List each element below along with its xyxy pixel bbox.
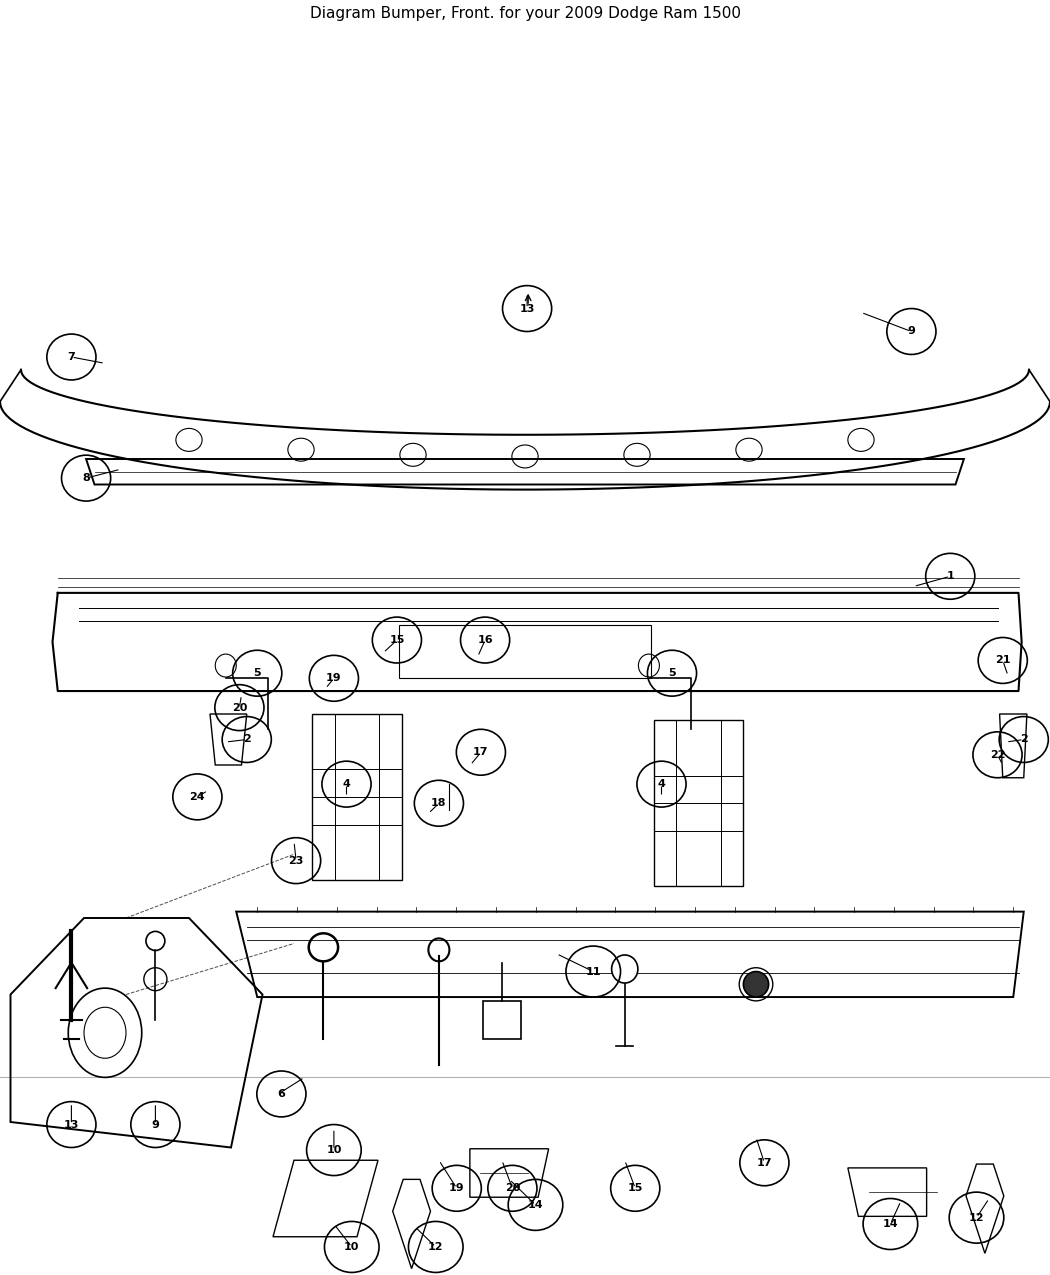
Text: 15: 15 <box>390 635 404 645</box>
Text: 11: 11 <box>586 966 601 977</box>
Text: 5: 5 <box>668 668 676 678</box>
Text: 5: 5 <box>253 668 261 678</box>
Text: 1: 1 <box>946 571 954 581</box>
Text: 19: 19 <box>449 1183 464 1193</box>
Text: 20: 20 <box>232 703 247 713</box>
Text: 12: 12 <box>428 1242 443 1252</box>
Text: Diagram Bumper, Front. for your 2009 Dodge Ram 1500: Diagram Bumper, Front. for your 2009 Dod… <box>310 6 740 22</box>
Ellipse shape <box>611 955 638 983</box>
Text: 10: 10 <box>344 1242 359 1252</box>
Text: 21: 21 <box>995 655 1010 666</box>
Text: 2: 2 <box>1020 734 1028 745</box>
Text: 19: 19 <box>327 673 341 683</box>
Text: 14: 14 <box>528 1200 543 1210</box>
Text: 9: 9 <box>907 326 916 337</box>
Text: 24: 24 <box>190 792 205 802</box>
Text: 17: 17 <box>474 747 488 757</box>
Text: 22: 22 <box>990 750 1005 760</box>
Text: 7: 7 <box>67 352 76 362</box>
Text: 8: 8 <box>82 473 90 483</box>
Text: 20: 20 <box>505 1183 520 1193</box>
Ellipse shape <box>743 972 769 997</box>
Text: 10: 10 <box>327 1145 341 1155</box>
Text: 6: 6 <box>277 1089 286 1099</box>
Text: 16: 16 <box>478 635 492 645</box>
Text: 13: 13 <box>520 303 534 314</box>
Text: 17: 17 <box>757 1158 772 1168</box>
Text: 12: 12 <box>969 1213 984 1223</box>
Text: 14: 14 <box>883 1219 898 1229</box>
Text: 23: 23 <box>289 856 303 866</box>
Text: 15: 15 <box>628 1183 643 1193</box>
Text: 18: 18 <box>432 798 446 808</box>
Text: 13: 13 <box>64 1119 79 1130</box>
Text: 4: 4 <box>657 779 666 789</box>
Text: 9: 9 <box>151 1119 160 1130</box>
Text: 2: 2 <box>243 734 251 745</box>
Text: 4: 4 <box>342 779 351 789</box>
